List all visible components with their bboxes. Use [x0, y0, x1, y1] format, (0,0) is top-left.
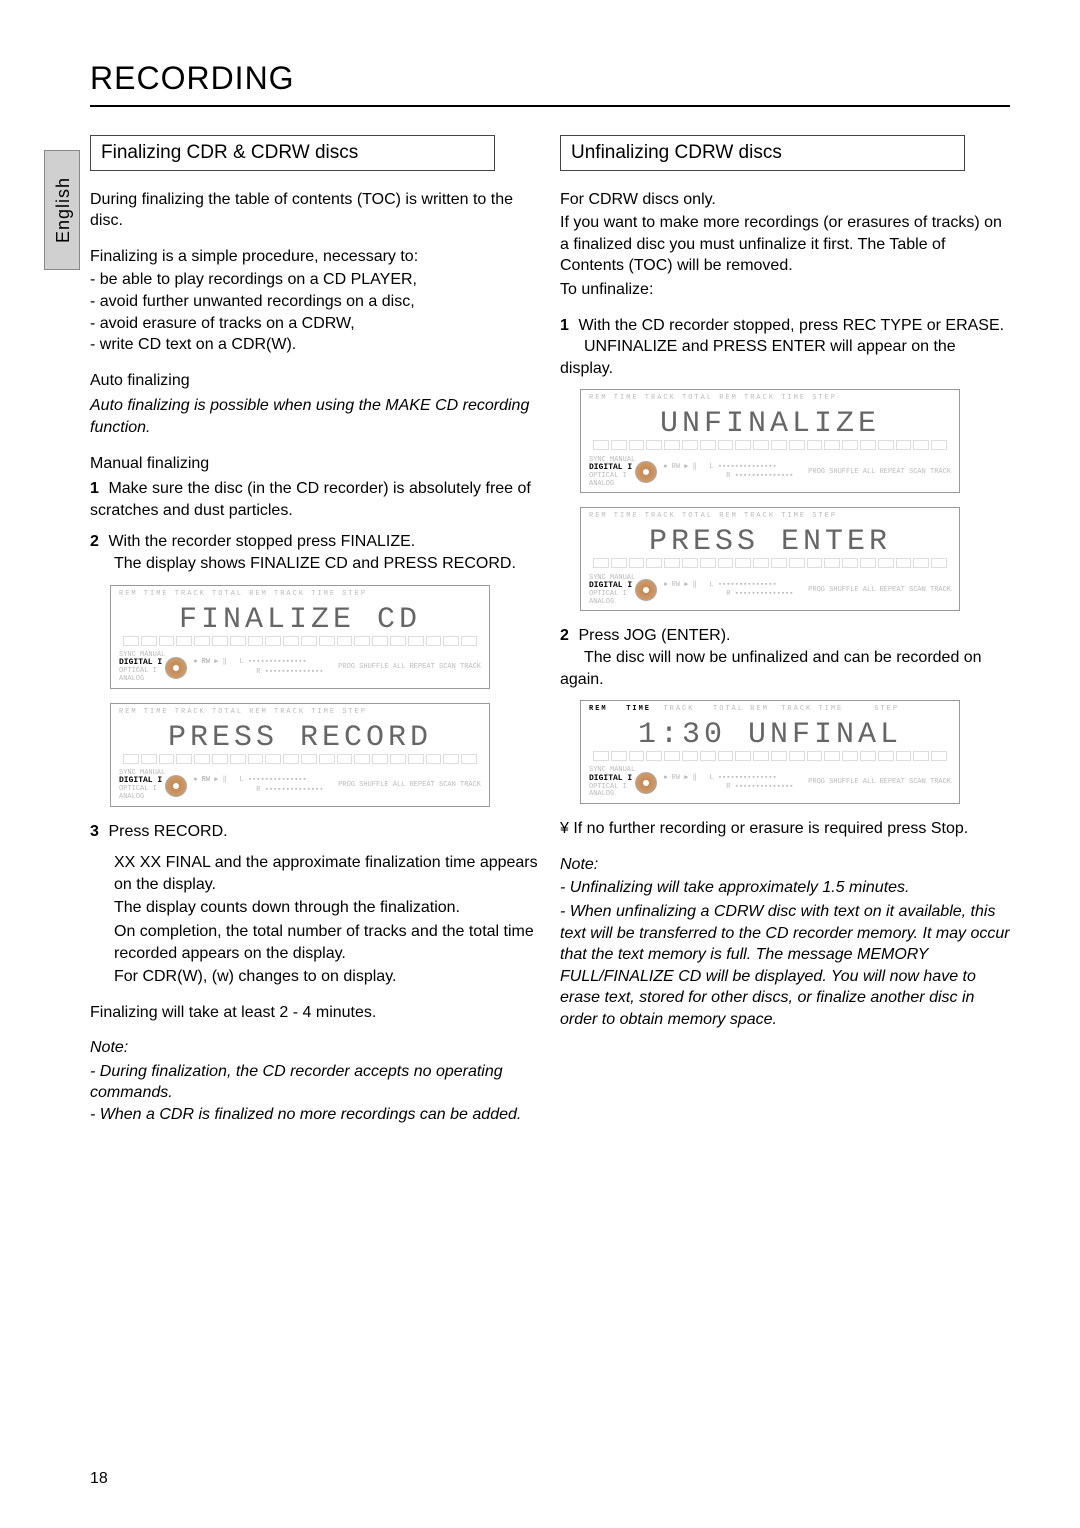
lcd-top-labels: REM TIME TRACK TOTAL REM TRACK TIME STEP	[589, 394, 951, 403]
language-tab: English	[44, 150, 80, 270]
lcd-top-labels: REM TIME TRACK TOTAL REM TRACK TIME STEP	[119, 708, 481, 717]
step-3-l2: The display counts down through the fina…	[114, 897, 540, 919]
note-2: - When a CDR is finalized no more record…	[90, 1104, 540, 1126]
section-head-finalizing: Finalizing CDR & CDRW discs	[90, 135, 495, 171]
lcd-track-boxes	[593, 440, 947, 450]
bullet: be able to play recordings on a CD PLAYE…	[90, 269, 540, 291]
bullet: write CD text on a CDR(W).	[90, 334, 540, 356]
note-1: - During finalization, the CD recorder a…	[90, 1061, 540, 1104]
right-column: Unfinalizing CDRW discs For CDRW discs o…	[560, 135, 1010, 1126]
finalizing-bullets: be able to play recordings on a CD PLAYE…	[90, 269, 540, 355]
section-head-unfinalizing: Unfinalizing CDRW discs	[560, 135, 965, 171]
lcd-bottom: SYNC MANUALDIGITAL IOPTICAL IANALOG ● RW…	[119, 770, 481, 802]
disc-icon	[635, 772, 657, 794]
disc-icon	[635, 461, 657, 483]
page-title: RECORDING	[90, 60, 1010, 97]
r-note-2: - When unfinalizing a CDRW disc with tex…	[560, 901, 1010, 1031]
r-step-1: 1 With the CD recorder stopped, press RE…	[560, 315, 1010, 380]
intro-text: During finalizing the table of contents …	[90, 189, 540, 232]
closing-line: Finalizing will take at least 2 - 4 minu…	[90, 1002, 540, 1024]
r-intro2: If you want to make more recordings (or …	[560, 212, 1010, 277]
disc-icon	[635, 579, 657, 601]
lcd-press-enter: REM TIME TRACK TOTAL REM TRACK TIME STEP…	[580, 507, 960, 611]
r-note-head: Note:	[560, 854, 1010, 876]
bullet: avoid erasure of tracks on a CDRW,	[90, 313, 540, 335]
lcd-top-labels: REM TIME TRACK TOTAL REM TRACK TIME STEP	[589, 705, 951, 714]
lcd-top-labels: REM TIME TRACK TOTAL REM TRACK TIME STEP	[119, 590, 481, 599]
lcd-bottom: SYNC MANUALDIGITAL IOPTICAL IANALOG ● RW…	[589, 457, 951, 489]
lcd-top-labels: REM TIME TRACK TOTAL REM TRACK TIME STEP	[589, 512, 951, 521]
auto-finalizing-body: Auto finalizing is possible when using t…	[90, 395, 540, 438]
lcd-track-boxes	[123, 636, 477, 646]
r-step-2: 2 Press JOG (ENTER). The disc will now b…	[560, 625, 1010, 690]
lcd-bottom: SYNC MANUALDIGITAL IOPTICAL IANALOG ● RW…	[119, 652, 481, 684]
lcd-main-text: 1:30 UNFINAL	[581, 715, 959, 756]
step-3-body: XX XX FINAL and the approximate finaliza…	[90, 852, 540, 988]
step-3-l3: On completion, the total number of track…	[114, 921, 540, 964]
step-3-l1: XX XX FINAL and the approximate finaliza…	[114, 852, 540, 895]
lcd-bottom: SYNC MANUALDIGITAL IOPTICAL IANALOG ● RW…	[589, 575, 951, 607]
bullet-stop: ¥ If no further recording or erasure is …	[560, 818, 1010, 840]
lcd-track-boxes	[123, 754, 477, 764]
finalizing-lead: Finalizing is a simple procedure, necess…	[90, 246, 540, 268]
step-2: 2 With the recorder stopped press FINALI…	[90, 531, 540, 574]
r-intro3: To unfinalize:	[560, 279, 1010, 301]
lcd-main-text: PRESS RECORD	[111, 718, 489, 759]
r-step1b-text: UNFINALIZE and PRESS ENTER will appear o…	[560, 338, 956, 377]
step-1-text: Make sure the disc (in the CD recorder) …	[90, 480, 531, 519]
r-step2b-text: The disc will now be unfinalized and can…	[560, 649, 982, 688]
note-head: Note:	[90, 1037, 540, 1059]
page-number: 18	[90, 1470, 108, 1488]
lcd-track-boxes	[593, 558, 947, 568]
step-1: 1 Make sure the disc (in the CD recorder…	[90, 478, 540, 521]
step-2b-text: The display shows FINALIZE CD and PRESS …	[90, 555, 516, 572]
left-column: Finalizing CDR & CDRW discs During final…	[90, 135, 540, 1126]
bullet: avoid further unwanted recordings on a d…	[90, 291, 540, 313]
lcd-main-text: PRESS ENTER	[581, 522, 959, 563]
manual-finalizing-head: Manual finalizing	[90, 453, 540, 475]
disc-icon	[165, 657, 187, 679]
auto-finalizing-head: Auto finalizing	[90, 370, 540, 392]
lcd-finalize-cd: REM TIME TRACK TOTAL REM TRACK TIME STEP…	[110, 585, 490, 689]
step-3: 3 Press RECORD.	[90, 821, 540, 843]
lcd-press-record: REM TIME TRACK TOTAL REM TRACK TIME STEP…	[110, 703, 490, 807]
lcd-main-text: FINALIZE CD	[111, 600, 489, 641]
lcd-bottom: SYNC MANUALDIGITAL IOPTICAL IANALOG ● RW…	[589, 767, 951, 799]
title-rule	[90, 105, 1010, 107]
lcd-unfinalize: REM TIME TRACK TOTAL REM TRACK TIME STEP…	[580, 389, 960, 493]
lcd-unfinal-time: REM TIME TRACK TOTAL REM TRACK TIME STEP…	[580, 700, 960, 804]
bullet-stop-text: If no further recording or erasure is re…	[573, 820, 968, 837]
step-2a-text: With the recorder stopped press FINALIZE…	[108, 533, 415, 550]
r-note-1: - Unfinalizing will take approximately 1…	[560, 877, 1010, 899]
r-intro1: For CDRW discs only.	[560, 189, 1010, 211]
step-3-l4: For CDR(W), (w) changes to on display.	[114, 966, 540, 988]
disc-icon	[165, 775, 187, 797]
lcd-track-boxes	[593, 751, 947, 761]
r-step1a-text: With the CD recorder stopped, press REC …	[578, 317, 1004, 334]
step-3-head: Press RECORD.	[108, 823, 227, 840]
r-step2a-text: Press JOG (ENTER).	[578, 627, 730, 644]
lcd-main-text: UNFINALIZE	[581, 404, 959, 445]
